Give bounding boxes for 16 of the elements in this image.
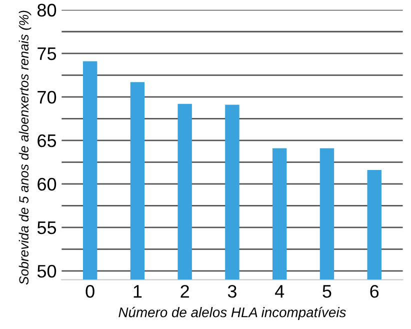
y-tick-label: 70 [38, 90, 56, 104]
x-tick-label: 3 [228, 284, 236, 298]
y-tick-label: 80 [37, 4, 56, 17]
y-tick-label: 65 [38, 134, 56, 148]
x-tick-label: 5 [322, 285, 332, 298]
x-tick-label: 0 [86, 284, 94, 298]
y-tick-label: 75 [38, 48, 56, 60]
x-tick-label: 6 [370, 284, 379, 298]
y-tick-label: 55 [37, 222, 56, 234]
y-tick-label: 60 [38, 178, 56, 191]
y-tick-label: 50 [37, 264, 56, 278]
y-axis-title: Sobrevida de 5 anos de aloenxertos renais (%) [18, 10, 32, 285]
x-tick-label: 1 [134, 285, 142, 298]
x-tick-label: 2 [180, 284, 189, 298]
x-axis-title: Número de alelos HLA incompatíveis [118, 306, 346, 320]
x-tick-label: 4 [274, 285, 284, 298]
